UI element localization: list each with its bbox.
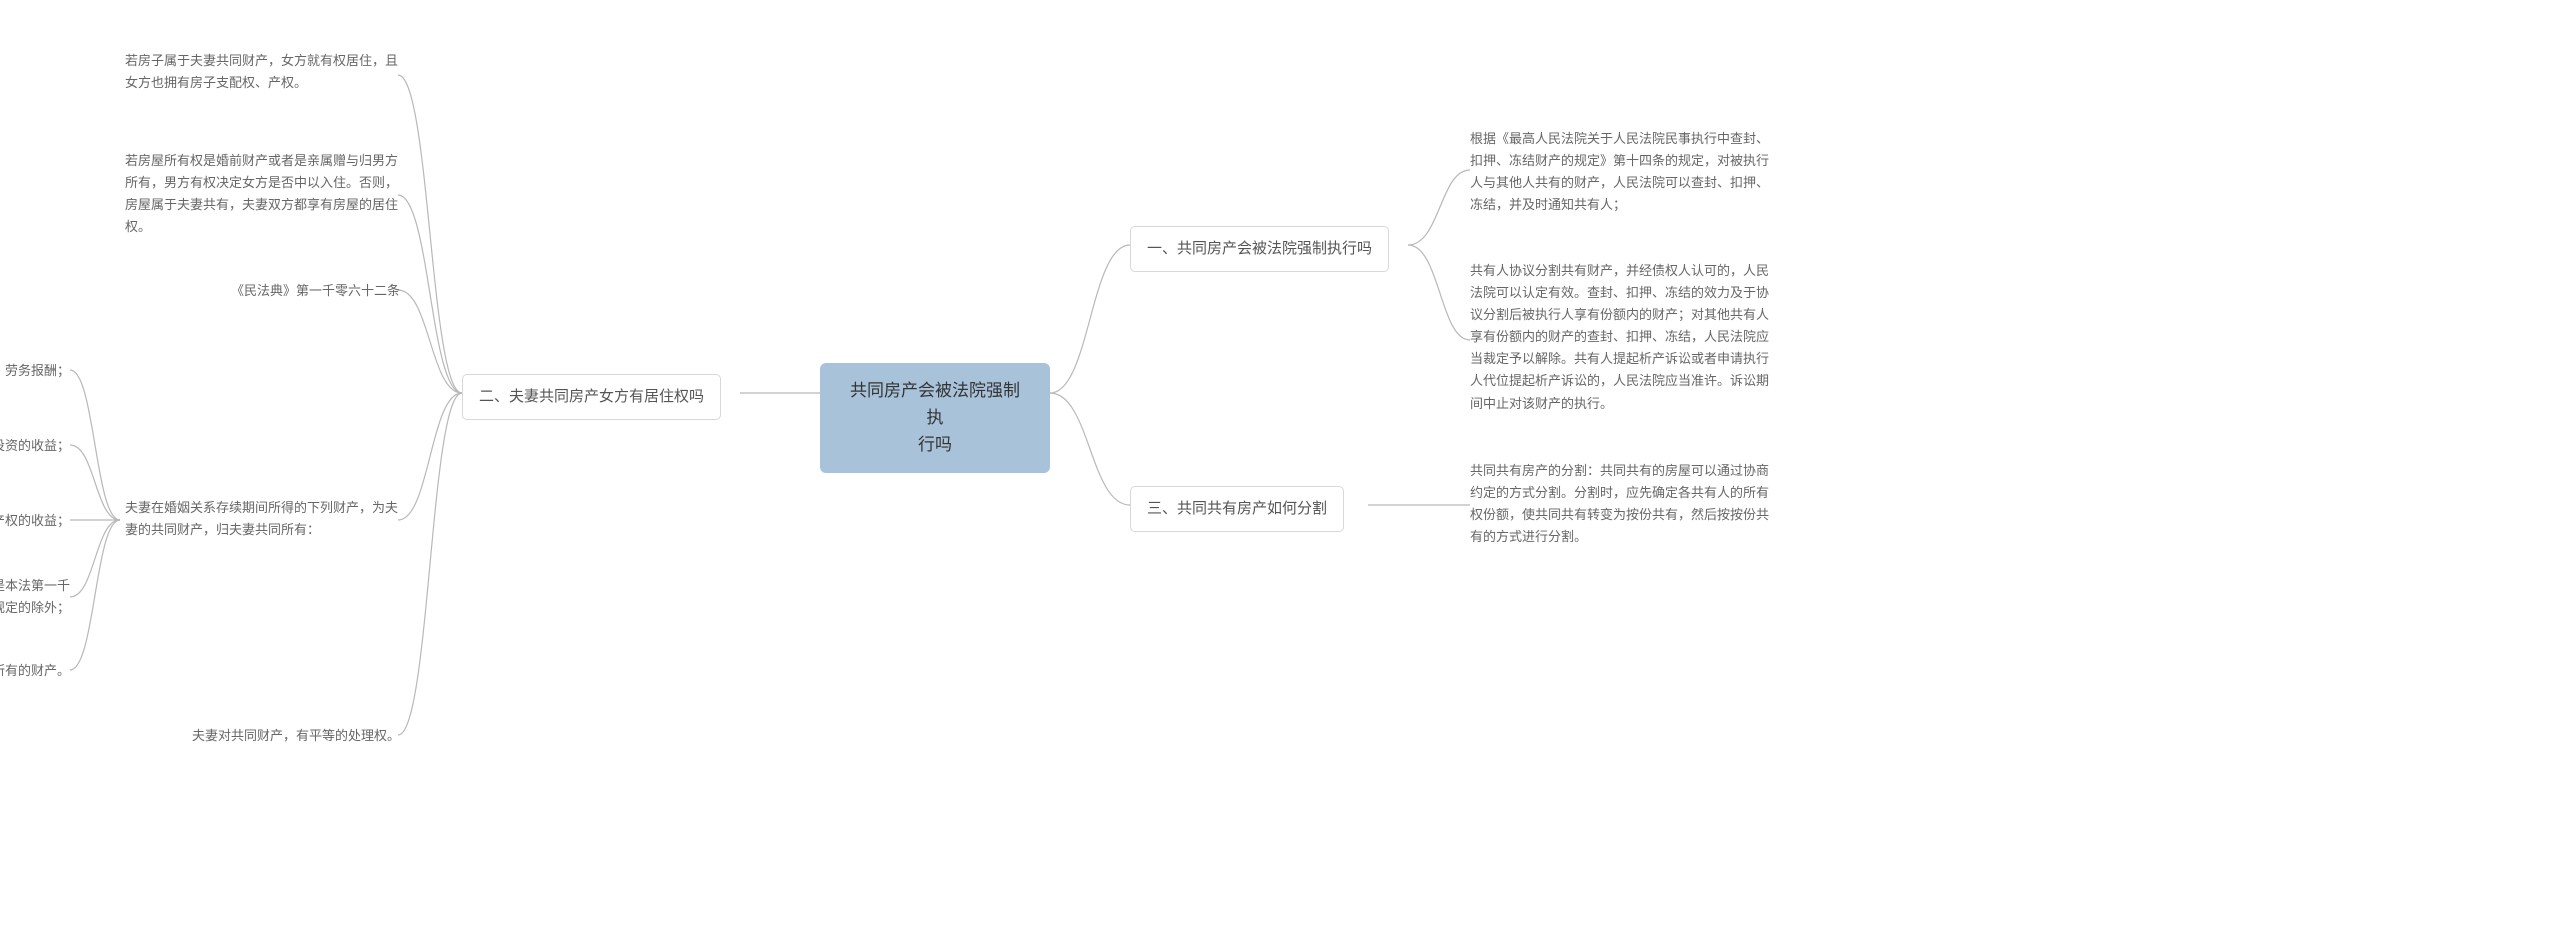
branch-1-leaf-2: 共有人协议分割共有财产，并经债权人认可的，人民法院可以认定有效。查封、扣押、冻结… — [1470, 260, 1770, 415]
leaf-text: 若房屋所有权是婚前财产或者是亲属赠与归男方所有，男方有权决定女方是否中以入住。否… — [125, 153, 398, 234]
leaf4-sub-4: （四）继承或者受赠的财产，但是本法第一千零六十三条第三项规定的除外； — [0, 575, 70, 619]
branch-2-label: 二、夫妻共同房产女方有居住权吗 — [479, 388, 704, 405]
root-label: 共同房产会被法院强制执行吗 — [850, 381, 1020, 454]
leaf4-sub-5: （五）其他应当归共同所有的财产。 — [0, 660, 70, 682]
branch-2-leaf-1: 若房子属于夫妻共同财产，女方就有权居住，且女方也拥有房子支配权、产权。 — [125, 50, 400, 94]
leaf-text: 《民法典》第一千零六十二条 — [231, 283, 400, 298]
edge-layer — [0, 0, 2560, 939]
leaf-text: 夫妻在婚姻关系存续期间所得的下列财产，为夫妻的共同财产，归夫妻共同所有： — [125, 500, 398, 537]
leaf-text: 夫妻对共同财产，有平等的处理权。 — [192, 728, 400, 743]
branch-3[interactable]: 三、共同共有房产如何分割 — [1130, 486, 1344, 532]
branch-2-leaf-2: 若房屋所有权是婚前财产或者是亲属赠与归男方所有，男方有权决定女方是否中以入住。否… — [125, 150, 400, 238]
leaf-text: 若房子属于夫妻共同财产，女方就有权居住，且女方也拥有房子支配权、产权。 — [125, 53, 398, 90]
mindmap-canvas: 共同房产会被法院强制执行吗 一、共同房产会被法院强制执行吗 根据《最高人民法院关… — [0, 0, 2560, 939]
branch-1[interactable]: 一、共同房产会被法院强制执行吗 — [1130, 226, 1389, 272]
branch-1-label: 一、共同房产会被法院强制执行吗 — [1147, 240, 1372, 257]
leaf-text: 根据《最高人民法院关于人民法院民事执行中查封、扣押、冻结财产的规定》第十四条的规… — [1470, 131, 1769, 212]
leaf4-sub-1: （一）工资、奖金、劳务报酬； — [0, 360, 70, 382]
branch-1-leaf-1: 根据《最高人民法院关于人民法院民事执行中查封、扣押、冻结财产的规定》第十四条的规… — [1470, 128, 1770, 216]
branch-2[interactable]: 二、夫妻共同房产女方有居住权吗 — [462, 374, 721, 420]
branch-2-leaf-3: 《民法典》第一千零六十二条 — [125, 280, 400, 302]
leaf-text: 共同共有房产的分割：共同共有的房屋可以通过协商约定的方式分割。分割时，应先确定各… — [1470, 463, 1769, 544]
branch-2-leaf-4: 夫妻在婚姻关系存续期间所得的下列财产，为夫妻的共同财产，归夫妻共同所有： — [125, 497, 400, 541]
branch-3-leaf-1: 共同共有房产的分割：共同共有的房屋可以通过协商约定的方式分割。分割时，应先确定各… — [1470, 460, 1770, 548]
leaf-text: 共有人协议分割共有财产，并经债权人认可的，人民法院可以认定有效。查封、扣押、冻结… — [1470, 263, 1769, 411]
leaf4-sub-2: （二）生产、经营、投资的收益； — [0, 435, 70, 457]
leaf-text: （二）生产、经营、投资的收益； — [0, 438, 70, 453]
leaf-text: （四）继承或者受赠的财产，但是本法第一千零六十三条第三项规定的除外； — [0, 578, 70, 615]
branch-2-leaf-5: 夫妻对共同财产，有平等的处理权。 — [125, 725, 400, 747]
root-node[interactable]: 共同房产会被法院强制执行吗 — [820, 363, 1050, 473]
branch-3-label: 三、共同共有房产如何分割 — [1147, 500, 1327, 517]
leaf-text: （三）知识产权的收益； — [0, 513, 70, 528]
leaf4-sub-3: （三）知识产权的收益； — [0, 510, 70, 532]
leaf-text: （五）其他应当归共同所有的财产。 — [0, 663, 70, 678]
leaf-text: （一）工资、奖金、劳务报酬； — [0, 363, 70, 378]
